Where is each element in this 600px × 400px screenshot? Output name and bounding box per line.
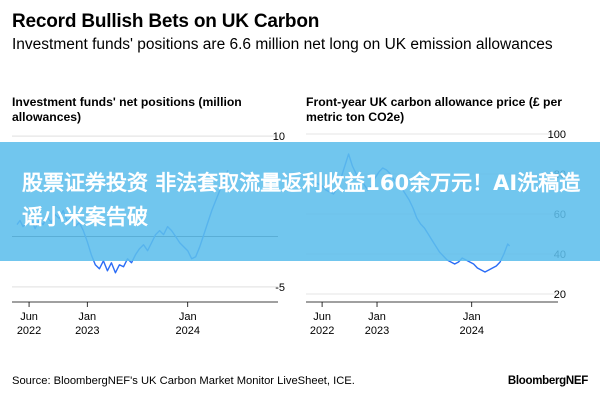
chart-subtitle: Investment funds' positions are 6.6 mill…	[12, 36, 553, 53]
x-tick-label: Jan	[179, 311, 197, 323]
x-tick-label: 2022	[310, 325, 334, 337]
x-tick-label: Jan	[463, 311, 481, 323]
brand-logo: BloombergNEF	[507, 375, 588, 387]
x-tick-label: 2024	[175, 325, 199, 337]
y-tick-label: -5	[275, 282, 285, 294]
x-tick-label: 2023	[365, 325, 389, 337]
overlay-banner	[0, 142, 600, 261]
x-tick-label: Jun	[313, 311, 331, 323]
source-note: Source: BloombergNEF's UK Carbon Market …	[12, 375, 355, 387]
x-tick-label: Jan	[368, 311, 386, 323]
x-tick-label: 2022	[17, 325, 41, 337]
x-tick-label: Jan	[78, 311, 96, 323]
positions-chart: -5 10 Jun 2022 Jan 2023 Jan 2024	[12, 131, 285, 337]
overlay-banner-text: 股票证券投资 非法套取流量返利收益160余万元！AI洗稿造谣小米案告破	[22, 171, 581, 229]
x-tick-label: Jun	[20, 311, 38, 323]
y-tick-label: 10	[273, 131, 285, 143]
positions-panel-title: Investment funds' net positions (million…	[12, 95, 242, 124]
y-tick-label: 100	[548, 129, 566, 141]
chart-title: Record Bullish Bets on UK Carbon	[12, 11, 320, 32]
x-tick-label: 2024	[459, 325, 483, 337]
x-tick-label: 2023	[75, 325, 99, 337]
price-panel-title: Front-year UK carbon allowance price (£ …	[306, 95, 563, 124]
y-tick-label: 20	[554, 289, 566, 301]
